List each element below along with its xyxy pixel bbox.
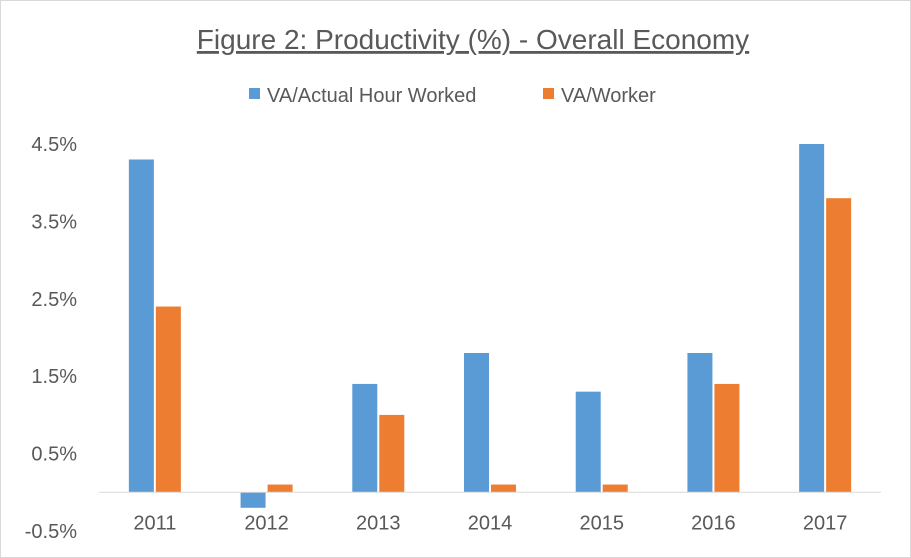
legend-swatch-va-hour bbox=[249, 88, 260, 99]
y-tick-label: -0.5% bbox=[25, 521, 77, 543]
bar-va-worker-2013 bbox=[379, 414, 405, 493]
chart-title: Figure 2: Productivity (%) - Overall Eco… bbox=[197, 24, 749, 55]
bar-va-worker-2012 bbox=[267, 484, 293, 493]
bar-va-worker-2017 bbox=[826, 198, 852, 493]
x-axis-ticks: 2011 2012 2013 2014 2015 2016 2017 bbox=[133, 512, 847, 534]
y-tick-label: 2.5% bbox=[31, 289, 77, 311]
legend-swatch-va-worker bbox=[543, 88, 554, 99]
y-axis-ticks: 4.5% 3.5% 2.5% 1.5% 0.5% -0.5% bbox=[25, 134, 77, 543]
bar-va-worker-2015 bbox=[602, 484, 628, 493]
y-tick-label: 0.5% bbox=[31, 444, 77, 466]
bar-va-hour-2016 bbox=[687, 352, 713, 493]
bar-va-hour-2013 bbox=[352, 383, 378, 493]
bar-va-worker-2014 bbox=[491, 484, 516, 493]
bar-va-worker-2011 bbox=[155, 306, 181, 493]
bar-va-hour-2014 bbox=[464, 352, 489, 493]
bar-va-hour-2012 bbox=[240, 492, 266, 508]
x-tick-label: 2012 bbox=[244, 512, 289, 534]
x-tick-label: 2011 bbox=[133, 512, 176, 534]
x-tick-label: 2017 bbox=[803, 512, 848, 534]
x-tick-label: 2014 bbox=[468, 512, 513, 534]
bar-va-hour-2011 bbox=[128, 159, 154, 493]
bar-va-hour-2017 bbox=[799, 144, 825, 493]
bar-va-hour-2015 bbox=[575, 391, 601, 493]
legend-label-va-hour: VA/Actual Hour Worked bbox=[267, 85, 476, 107]
y-tick-label: 3.5% bbox=[31, 211, 77, 233]
legend: VA/Actual Hour Worked VA/Worker bbox=[249, 85, 656, 107]
legend-label-va-worker: VA/Worker bbox=[561, 85, 656, 107]
x-tick-label: 2013 bbox=[356, 512, 401, 534]
bars bbox=[128, 144, 852, 508]
y-tick-label: 1.5% bbox=[31, 366, 77, 388]
x-tick-label: 2016 bbox=[691, 512, 736, 534]
y-tick-label: 4.5% bbox=[31, 134, 77, 156]
x-tick-label: 2015 bbox=[579, 512, 624, 534]
bar-va-worker-2016 bbox=[714, 383, 740, 493]
